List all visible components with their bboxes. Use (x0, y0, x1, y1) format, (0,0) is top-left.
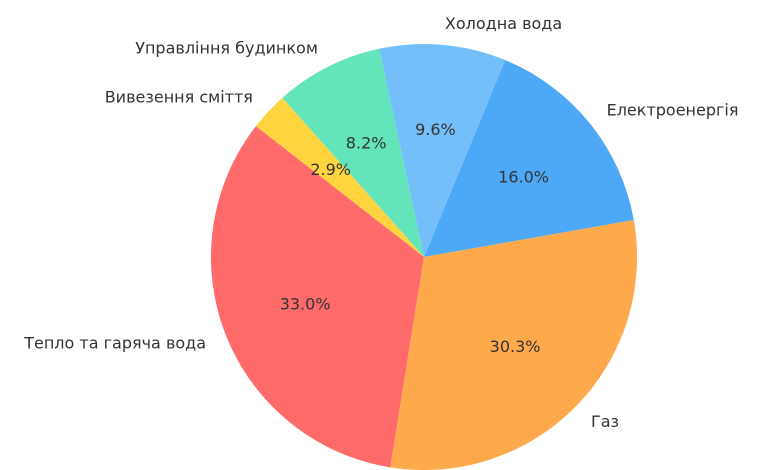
category-label-2: Управління будинком (135, 39, 318, 58)
percent-labels: 16.0% 9.6% 8.2% 2.9% 33.0% 30.3% (280, 120, 549, 356)
pct-label-4: 33.0% (280, 294, 331, 313)
pie-slice-3 (255, 97, 424, 257)
pct-label-2: 8.2% (346, 134, 387, 153)
pie-slice-0 (424, 60, 634, 258)
pie-slice-2 (282, 48, 424, 258)
pct-label-3: 2.9% (310, 160, 351, 179)
category-label-0: Електроенергія (607, 101, 739, 120)
category-labels: Електроенергія Холодна вода Управління буд… (23, 14, 738, 431)
category-label-5: Газ (591, 412, 619, 431)
pie-slices (210, 44, 637, 470)
category-label-4: Тепло та гаряча вода (23, 333, 206, 352)
pie-slice-5 (390, 220, 637, 470)
category-label-3: Вивезення сміття (105, 87, 253, 106)
pie-slice-1 (379, 44, 506, 258)
pct-label-1: 9.6% (415, 120, 456, 139)
pie-slice-4 (210, 126, 424, 468)
category-label-1: Холодна вода (445, 14, 562, 33)
pct-label-0: 16.0% (498, 167, 549, 186)
pct-label-5: 30.3% (490, 337, 541, 356)
